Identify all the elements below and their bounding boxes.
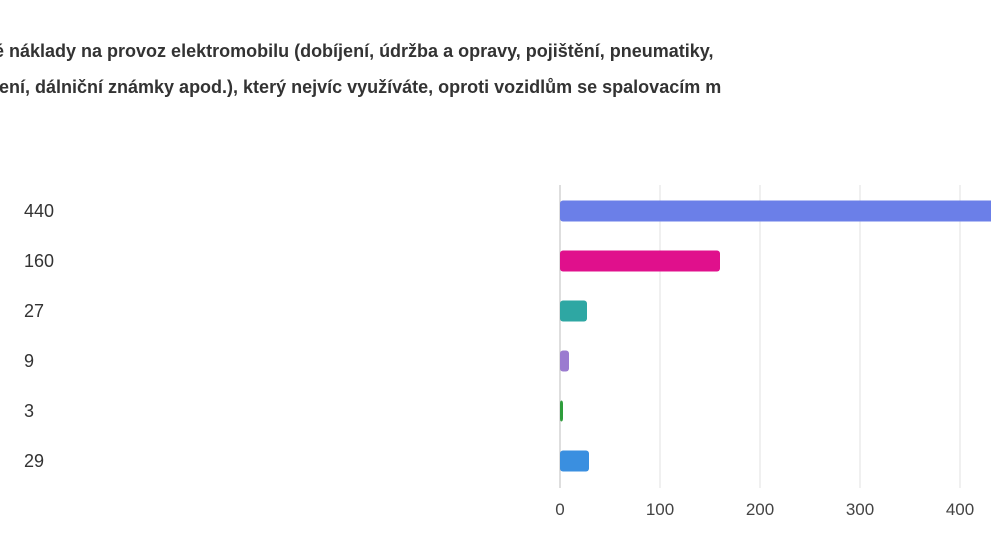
category-label-1: 160 (24, 251, 54, 271)
chart-title-line-2: jení, dálniční známky apod.), který nejv… (0, 77, 722, 97)
x-tick-label-0: 0 (555, 500, 564, 519)
category-label-0: 440 (24, 201, 54, 221)
x-tick-label-400: 400 (946, 500, 974, 519)
category-label-3: 9 (24, 351, 34, 371)
x-tick-label-200: 200 (746, 500, 774, 519)
bar-0 (560, 200, 991, 222)
bar-3 (560, 350, 569, 372)
category-label-4: 3 (24, 401, 34, 421)
bar-1 (560, 250, 720, 272)
bar-5 (560, 450, 589, 472)
bar-2 (560, 300, 587, 322)
chart-title-line-1: é náklady na provoz elektromobilu (dobíj… (0, 41, 714, 61)
bar-4 (560, 400, 563, 422)
x-tick-label-100: 100 (646, 500, 674, 519)
category-label-5: 29 (24, 451, 44, 471)
category-label-2: 27 (24, 301, 44, 321)
x-tick-label-300: 300 (846, 500, 874, 519)
